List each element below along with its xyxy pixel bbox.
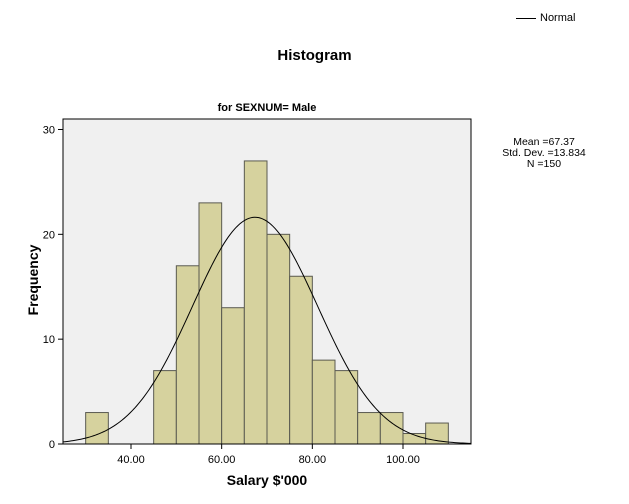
bars-group (85, 160, 449, 445)
stats-box: Mean =67.37 Std. Dev. =13.834 N =150 (494, 137, 594, 170)
legend: Normal (516, 12, 575, 24)
chart-title: Histogram (277, 47, 352, 64)
y-axis-label: Frequency (25, 244, 41, 316)
legend-line-swatch (516, 17, 536, 19)
stats-n: N =150 (526, 158, 562, 170)
histogram-bar (198, 202, 223, 445)
x-tick-label: 80.00 (299, 454, 327, 466)
x-ticks-group: 40.00 60.00 80.00 100.00 (117, 444, 420, 466)
chart-subtitle: for SEXNUM= Male (217, 102, 317, 114)
normal-curve (62, 216, 472, 444)
histogram-bar (153, 370, 177, 445)
stats-std-dev: Std. Dev. =13.834 (502, 147, 586, 159)
x-tick-label: 40.00 (117, 454, 145, 466)
histogram-bar (357, 412, 381, 445)
histogram-bar (243, 160, 268, 445)
y-tick-label: 20 (43, 229, 55, 241)
x-tick-label: 100.00 (386, 454, 420, 466)
y-ticks-group: 0 10 20 30 (43, 124, 63, 451)
y-tick-label: 10 (43, 334, 55, 346)
stats-mean: Mean =67.37 (513, 136, 575, 148)
histogram-bar (221, 307, 245, 445)
legend-label: Normal (540, 12, 576, 24)
histogram-bar (334, 370, 359, 445)
histogram-bar (311, 359, 336, 445)
histogram-bar (175, 265, 200, 445)
histogram-bar (85, 412, 109, 445)
histogram-bar (266, 233, 291, 445)
y-tick-label: 0 (49, 439, 55, 451)
x-tick-label: 60.00 (208, 454, 236, 466)
y-tick-label: 30 (43, 124, 55, 136)
histogram-bar (289, 275, 313, 445)
x-axis-label: Salary $'000 (226, 472, 308, 488)
